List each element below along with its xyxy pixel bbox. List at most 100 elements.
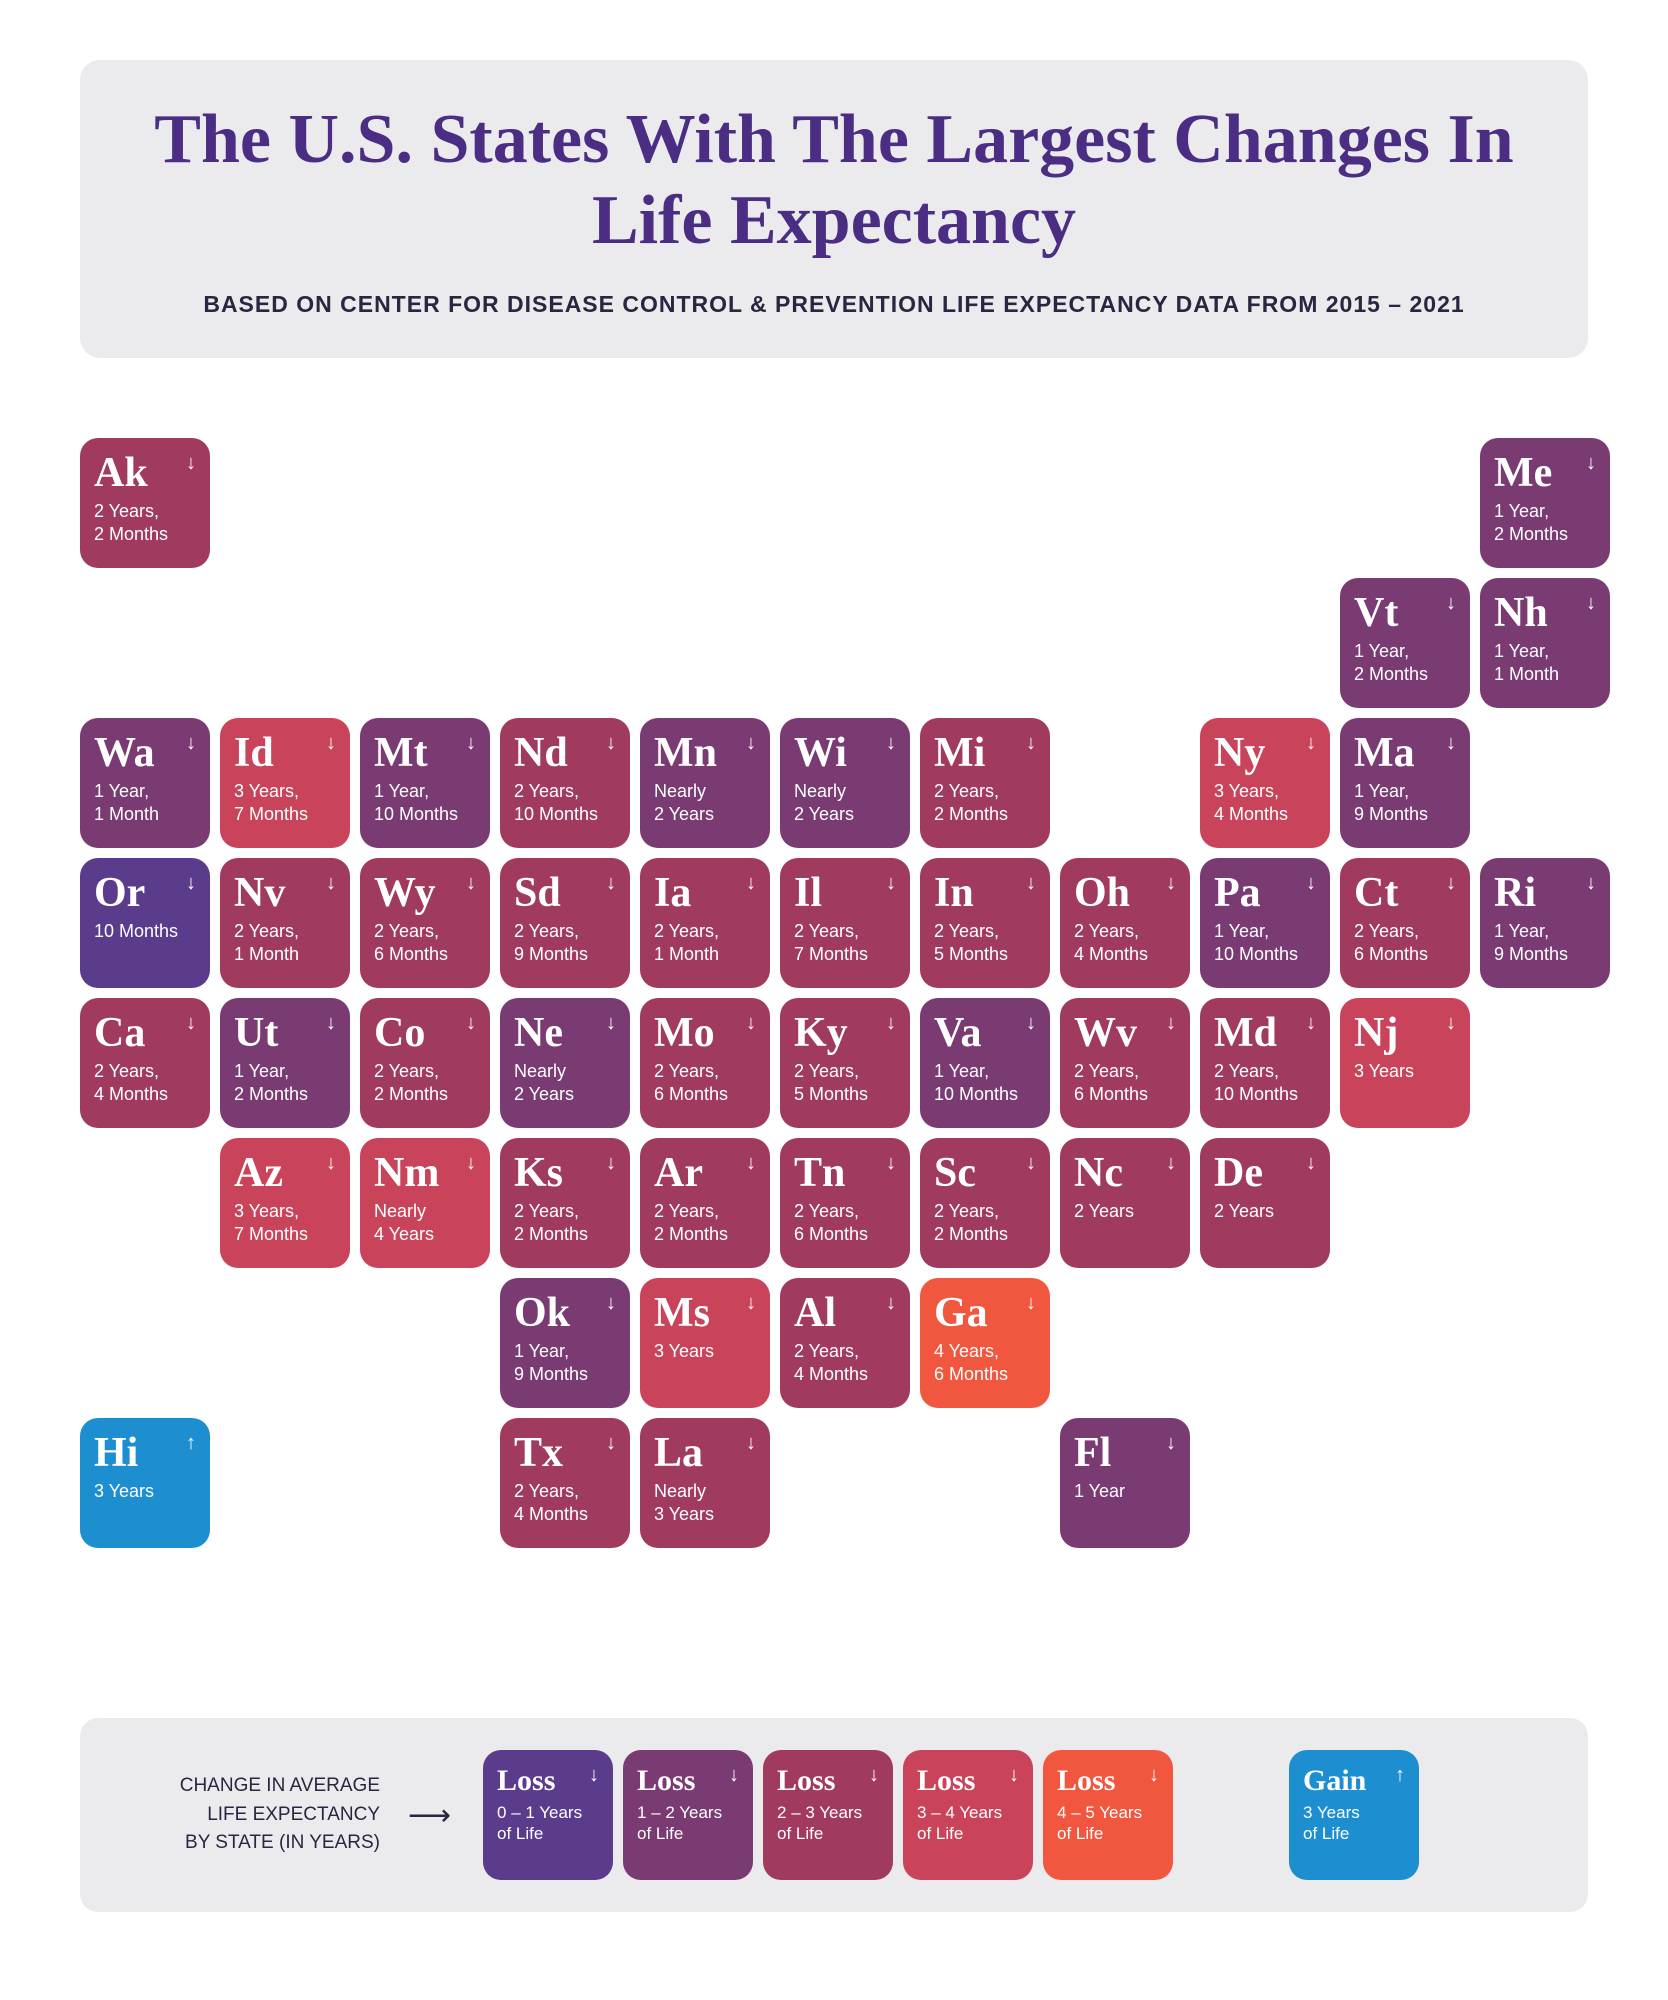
legend-tile-desc: 1 – 2 Years of Life [637,1802,739,1845]
state-tile-nd: Nd2 Years, 10 Months↓ [500,718,630,848]
state-abbr: Ma [1354,732,1456,774]
legend-tile-title: Loss [1057,1764,1159,1798]
state-abbr: Oh [1074,872,1176,914]
state-tile-sd: Sd 2 Years, 9 Months ↓ [500,858,630,988]
state-tile-de: De2 Years↓ [1200,1138,1330,1268]
state-tile-ny: Ny3 Years, 4 Months↓ [1200,718,1330,848]
arrow-down-icon: ↓ [466,1012,476,1035]
arrow-down-icon: ↓ [186,872,196,895]
legend-panel: CHANGE IN AVERAGE LIFE EXPECTANCY BY STA… [80,1718,1588,1912]
state-value: 1 Year, 10 Months [374,780,476,825]
state-abbr: Pa [1214,872,1316,914]
state-abbr: Wv [1074,1012,1176,1054]
arrow-down-icon: ↓ [886,872,896,895]
state-tile-vt: Vt1 Year, 2 Months↓ [1340,578,1470,708]
state-value: 2 Years, 10 Months [1214,1060,1316,1105]
arrow-down-icon: ↓ [466,1152,476,1175]
arrow-down-icon: ↓ [589,1764,599,1787]
arrow-down-icon: ↓ [746,1292,756,1315]
state-value: 2 Years, 2 Months [374,1060,476,1105]
state-value: Nearly 2 Years [654,780,756,825]
legend-label: CHANGE IN AVERAGE LIFE EXPECTANCY BY STA… [120,1772,380,1858]
state-abbr: Tn [794,1152,896,1194]
arrow-down-icon: ↓ [746,732,756,755]
legend-tile-title: Loss [497,1764,599,1798]
state-value: 2 Years, 6 Months [654,1060,756,1105]
state-value: 1 Year, 9 Months [1354,780,1456,825]
state-abbr: Fl [1074,1432,1176,1474]
legend-tile-gain: Gain3 Years of Life↑ [1289,1750,1419,1880]
state-value: 2 Years, 5 Months [934,920,1036,965]
arrow-down-icon: ↓ [1306,1152,1316,1175]
state-abbr: Md [1214,1012,1316,1054]
arrow-down-icon: ↓ [1166,872,1176,895]
state-value: 3 Years, 7 Months [234,780,336,825]
arrow-down-icon: ↓ [1586,592,1596,615]
state-value: 1 Year, 2 Months [1354,640,1456,685]
state-tile-wi: WiNearly 2 Years↓ [780,718,910,848]
legend-tile-loss4: Loss4 – 5 Years of Life↓ [1043,1750,1173,1880]
legend-tile-desc: 2 – 3 Years of Life [777,1802,879,1845]
state-abbr: Ne [514,1012,616,1054]
state-value: 1 Year, 1 Month [94,780,196,825]
state-value: 2 Years [1074,1200,1176,1223]
state-value: 3 Years, 4 Months [1214,780,1316,825]
state-value: 1 Year, 1 Month [1494,640,1596,685]
state-abbr: Nv [234,872,336,914]
state-abbr: Hi [94,1432,196,1474]
state-tile-ne: NeNearly 2 Years↓ [500,998,630,1128]
state-tile-wv: Wv2 Years, 6 Months↓ [1060,998,1190,1128]
state-abbr: Mo [654,1012,756,1054]
state-abbr: Sc [934,1152,1036,1194]
arrow-down-icon: ↓ [606,1432,616,1455]
arrow-down-icon: ↓ [746,1012,756,1035]
state-tile-nv: Nv2 Years, 1 Month↓ [220,858,350,988]
arrow-down-icon: ↓ [326,1152,336,1175]
state-abbr: Or [94,872,196,914]
state-value: 2 Years, 2 Months [654,1200,756,1245]
legend-tile-loss1: Loss1 – 2 Years of Life↓ [623,1750,753,1880]
arrow-down-icon: ↓ [869,1764,879,1787]
state-value: 2 Years, 6 Months [1074,1060,1176,1105]
arrow-down-icon: ↓ [606,732,616,755]
arrow-down-icon: ↓ [1026,872,1036,895]
state-value: 2 Years, 9 Months [514,920,616,965]
state-value: Nearly 2 Years [514,1060,616,1105]
state-value: 2 Years, 7 Months [794,920,896,965]
state-abbr: Ga [934,1292,1036,1334]
state-abbr: Wy [374,872,476,914]
state-abbr: Sd [514,872,616,914]
arrow-down-icon: ↓ [606,1152,616,1175]
state-abbr: Nm [374,1152,476,1194]
state-value: 10 Months [94,920,196,943]
arrow-down-icon: ↓ [1026,1152,1036,1175]
arrow-down-icon: ↓ [186,732,196,755]
state-value: 1 Year, 10 Months [934,1060,1036,1105]
arrow-down-icon: ↓ [1586,452,1596,475]
legend-tile-loss3: Loss3 – 4 Years of Life↓ [903,1750,1033,1880]
arrow-down-icon: ↓ [606,872,616,895]
state-abbr: Nc [1074,1152,1176,1194]
state-abbr: Ms [654,1292,756,1334]
state-abbr: Ut [234,1012,336,1054]
arrow-down-icon: ↓ [186,1012,196,1035]
state-tile-mt: Mt1 Year, 10 Months↓ [360,718,490,848]
state-tile-ca: Ca2 Years, 4 Months↓ [80,998,210,1128]
state-tile-wa: Wa1 Year, 1 Month↓ [80,718,210,848]
state-tile-va: Va1 Year, 10 Months↓ [920,998,1050,1128]
legend-tile-loss2: Loss2 – 3 Years of Life↓ [763,1750,893,1880]
state-tile-md: Md2 Years, 10 Months↓ [1200,998,1330,1128]
state-tile-ut: Ut1 Year, 2 Months↓ [220,998,350,1128]
arrow-down-icon: ↓ [1166,1152,1176,1175]
arrow-down-icon: ↓ [1026,732,1036,755]
state-tile-la: LaNearly 3 Years↓ [640,1418,770,1548]
state-tile-nc: Nc 2 Years ↓ [1060,1138,1190,1268]
state-tile-sc: Sc2 Years, 2 Months↓ [920,1138,1050,1268]
state-abbr: Ky [794,1012,896,1054]
state-value: 1 Year, 9 Months [514,1340,616,1385]
arrow-down-icon: ↓ [326,872,336,895]
state-tile-ak: Ak2 Years, 2 Months↓ [80,438,210,568]
state-tile-nj: Nj3 Years↓ [1340,998,1470,1128]
state-value: Nearly 3 Years [654,1480,756,1525]
state-tile-ms: Ms3 Years↓ [640,1278,770,1408]
